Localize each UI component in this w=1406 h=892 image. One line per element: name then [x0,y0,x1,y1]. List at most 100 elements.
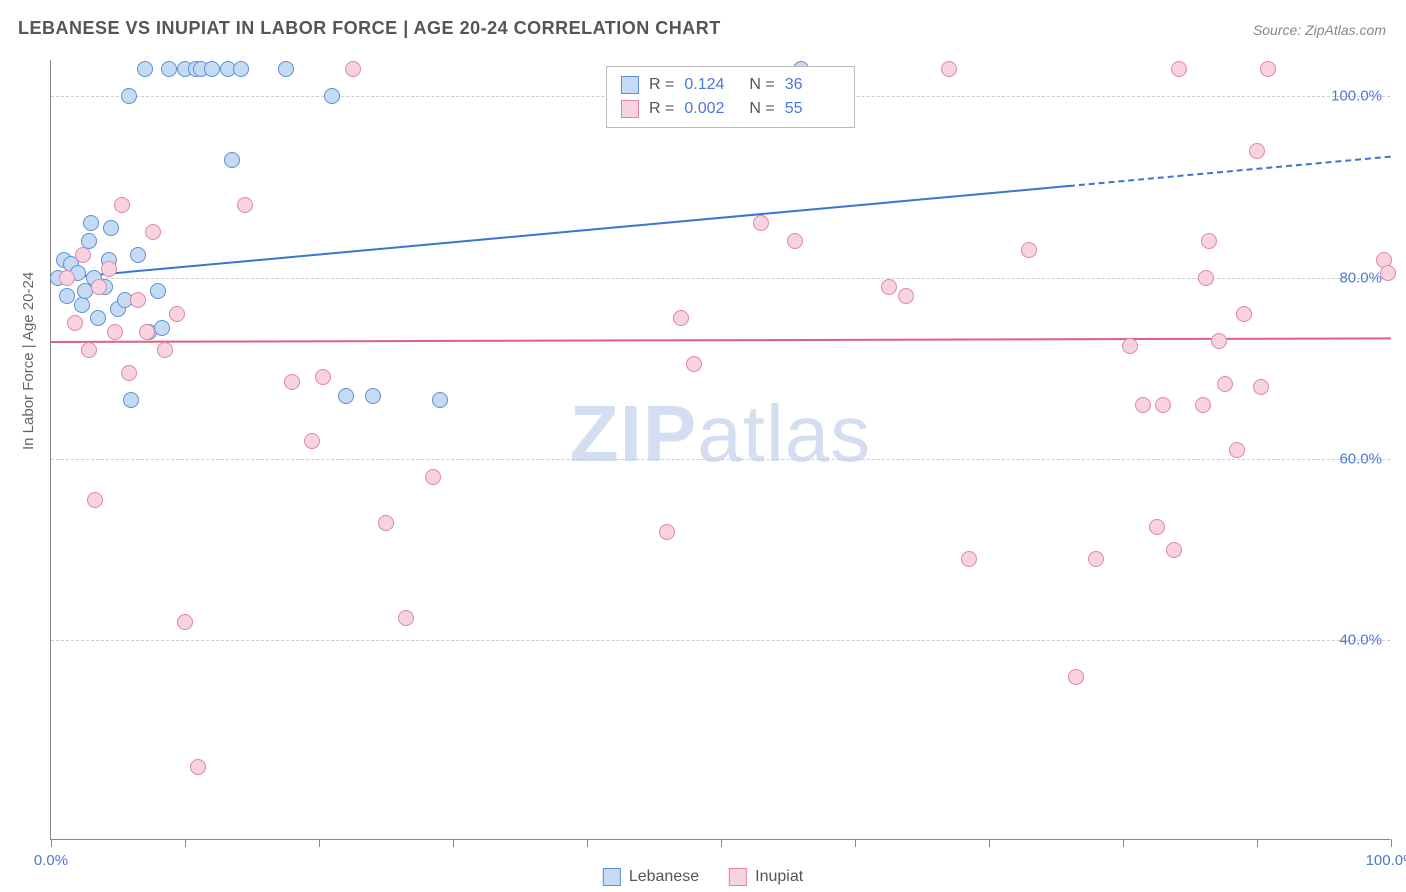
watermark-atlas: atlas [697,389,871,478]
data-point [150,283,166,299]
legend-swatch [621,76,639,94]
data-point [659,524,675,540]
gridline [51,640,1390,641]
data-point [686,356,702,372]
data-point [304,433,320,449]
legend-n-label: N = [749,76,774,94]
correlation-legend: R =0.124N =36R =0.002N =55 [606,66,855,128]
plot-area: ZIPatlas 40.0%60.0%80.0%100.0%0.0%100.0%… [50,60,1390,840]
data-point [324,88,340,104]
data-point [1171,61,1187,77]
data-point [1201,233,1217,249]
legend-r-label: R = [649,100,674,118]
data-point [673,310,689,326]
x-tick [587,839,588,847]
data-point [881,279,897,295]
data-point [1195,397,1211,413]
data-point [91,279,107,295]
data-point [101,261,117,277]
x-tick-label: 100.0% [1366,852,1406,869]
x-tick [855,839,856,847]
data-point [107,324,123,340]
data-point [75,247,91,263]
data-point [154,320,170,336]
data-point [177,614,193,630]
data-point [1260,61,1276,77]
source-attribution: Source: ZipAtlas.com [1253,22,1386,38]
data-point [787,233,803,249]
data-point [898,288,914,304]
watermark: ZIPatlas [570,388,871,480]
legend-row: R =0.002N =55 [621,97,840,121]
data-point [1068,669,1084,685]
trend-line [51,338,1391,344]
y-tick-label: 80.0% [1339,269,1382,286]
data-point [233,61,249,77]
legend-bottom-label: Lebanese [629,868,699,886]
data-point [237,197,253,213]
x-tick [453,839,454,847]
x-tick [319,839,320,847]
data-point [59,270,75,286]
trend-line [1069,155,1391,186]
legend-swatch [603,868,621,886]
legend-r-value: 0.124 [684,76,739,94]
x-tick [185,839,186,847]
y-tick-label: 100.0% [1331,88,1382,105]
data-point [81,342,97,358]
data-point [753,215,769,231]
data-point [278,61,294,77]
x-tick [1257,839,1258,847]
gridline [51,278,1390,279]
data-point [1211,333,1227,349]
data-point [1229,442,1245,458]
y-tick-label: 60.0% [1339,451,1382,468]
data-point [1253,379,1269,395]
data-point [398,610,414,626]
legend-r-value: 0.002 [684,100,739,118]
data-point [121,88,137,104]
legend-swatch [621,100,639,118]
legend-n-value: 36 [785,76,840,94]
data-point [123,392,139,408]
data-point [121,365,137,381]
data-point [90,310,106,326]
x-tick-label: 0.0% [34,852,68,869]
trend-line [51,185,1070,280]
data-point [139,324,155,340]
data-point [345,61,361,77]
x-tick [1391,839,1392,847]
data-point [59,288,75,304]
chart-title: LEBANESE VS INUPIAT IN LABOR FORCE | AGE… [18,18,721,39]
legend-bottom: LebaneseInupiat [603,868,803,886]
y-tick-label: 40.0% [1339,632,1382,649]
data-point [74,297,90,313]
data-point [204,61,220,77]
data-point [130,247,146,263]
data-point [224,152,240,168]
data-point [130,292,146,308]
data-point [1155,397,1171,413]
data-point [1198,270,1214,286]
legend-n-label: N = [749,100,774,118]
data-point [432,392,448,408]
legend-r-label: R = [649,76,674,94]
data-point [425,469,441,485]
data-point [1122,338,1138,354]
data-point [1149,519,1165,535]
legend-swatch [729,868,747,886]
data-point [190,759,206,775]
data-point [145,224,161,240]
data-point [1021,242,1037,258]
data-point [1236,306,1252,322]
y-axis-label: In Labor Force | Age 20-24 [20,272,37,450]
data-point [378,515,394,531]
data-point [1166,542,1182,558]
data-point [103,220,119,236]
data-point [83,215,99,231]
legend-bottom-item: Lebanese [603,868,699,886]
watermark-zip: ZIP [570,389,697,478]
data-point [1088,551,1104,567]
x-tick [51,839,52,847]
data-point [77,283,93,299]
